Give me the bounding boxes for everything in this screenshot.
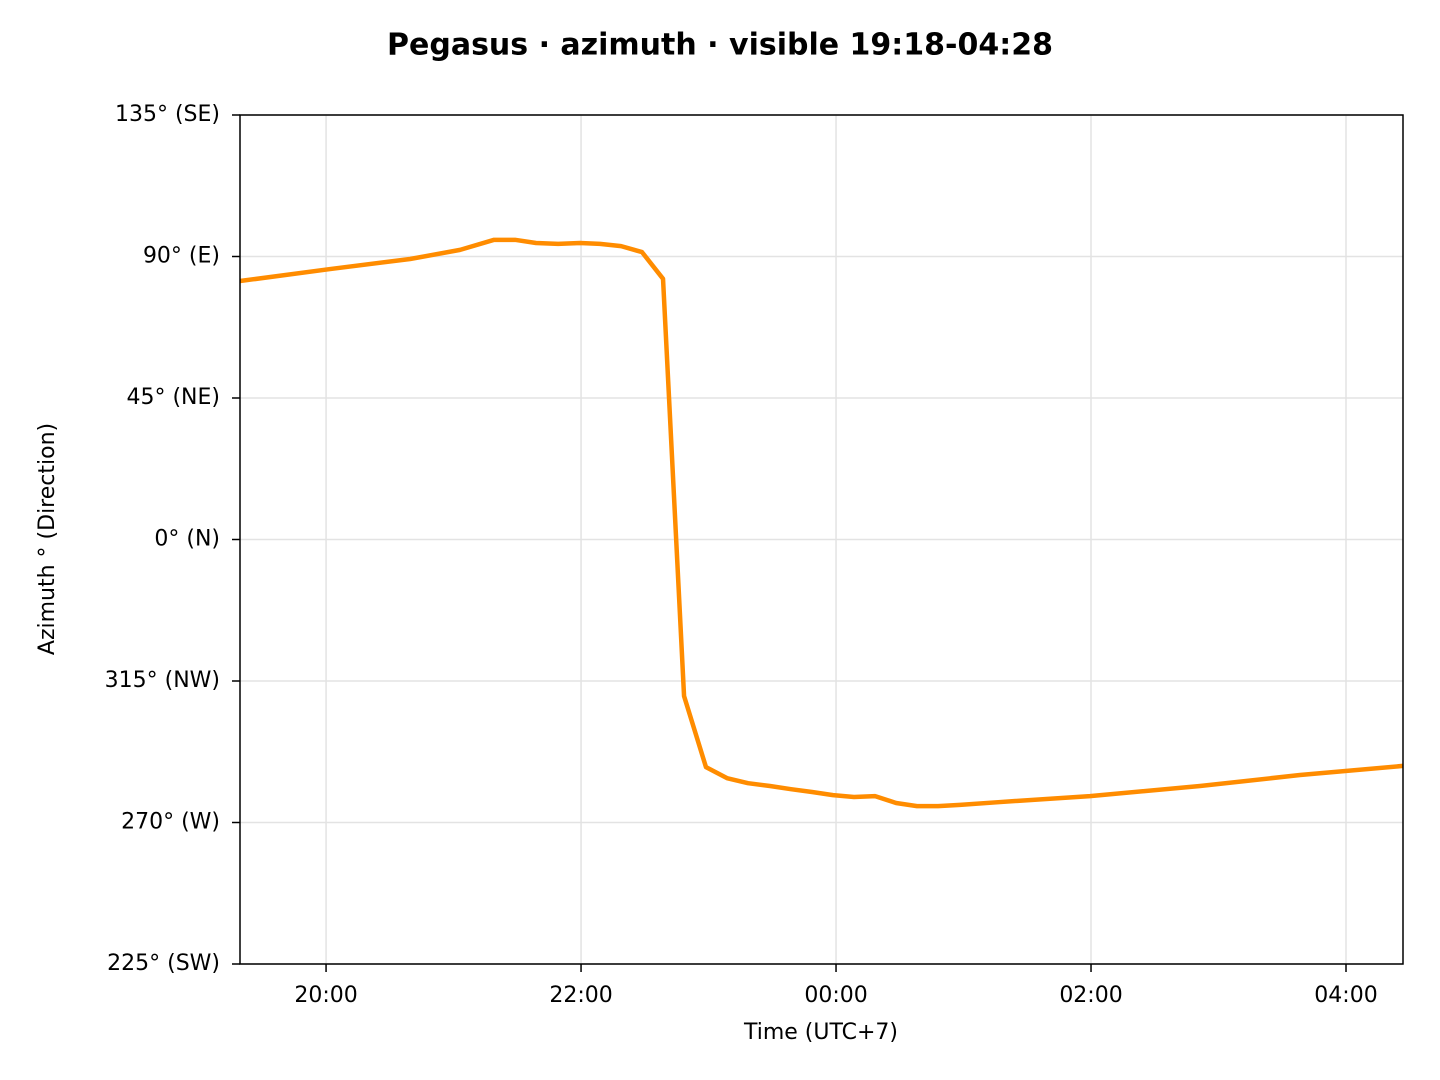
y-tick-label: 135° (SE)	[115, 102, 220, 127]
y-axis-label: Azimuth ° (Direction)	[35, 423, 60, 655]
data-line	[239, 237, 1404, 809]
y-tick-label: 315° (NW)	[105, 668, 220, 693]
y-tick-label: 0° (N)	[154, 527, 220, 552]
plot-frame	[239, 114, 1404, 965]
chart-title: Pegasus · azimuth · visible 19:18-04:28	[387, 28, 1053, 63]
x-tick-label: 02:00	[1059, 983, 1122, 1008]
x-tick-label: 04:00	[1314, 983, 1377, 1008]
y-tick-label: 45° (NE)	[126, 385, 220, 410]
x-tick-label: 00:00	[804, 983, 867, 1008]
y-tick-label: 270° (W)	[121, 810, 220, 835]
y-tick-label: 225° (SW)	[107, 951, 220, 976]
y-tick-label: 90° (E)	[143, 244, 220, 269]
x-tick-label: 20:00	[294, 983, 357, 1008]
x-tick-label: 22:00	[549, 983, 612, 1008]
x-axis-label: Time (UTC+7)	[743, 1020, 898, 1045]
